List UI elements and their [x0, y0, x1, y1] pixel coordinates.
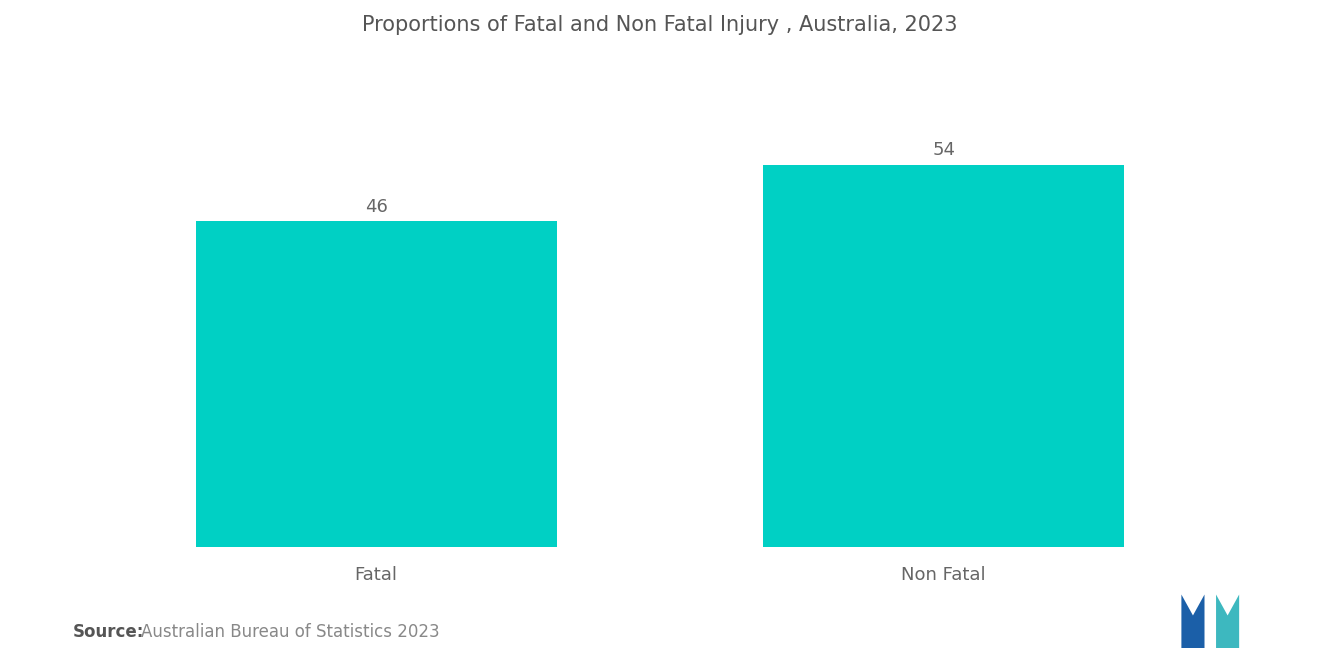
Text: Australian Bureau of Statistics 2023: Australian Bureau of Statistics 2023 — [141, 622, 440, 641]
Bar — [195, 221, 557, 547]
Title: Proportions of Fatal and Non Fatal Injury , Australia, 2023: Proportions of Fatal and Non Fatal Injur… — [362, 15, 958, 35]
Text: 54: 54 — [932, 141, 956, 159]
Bar — [763, 165, 1125, 547]
Polygon shape — [1181, 595, 1204, 648]
Polygon shape — [1216, 595, 1239, 648]
Text: Source:: Source: — [73, 622, 144, 641]
Text: 46: 46 — [364, 198, 388, 215]
